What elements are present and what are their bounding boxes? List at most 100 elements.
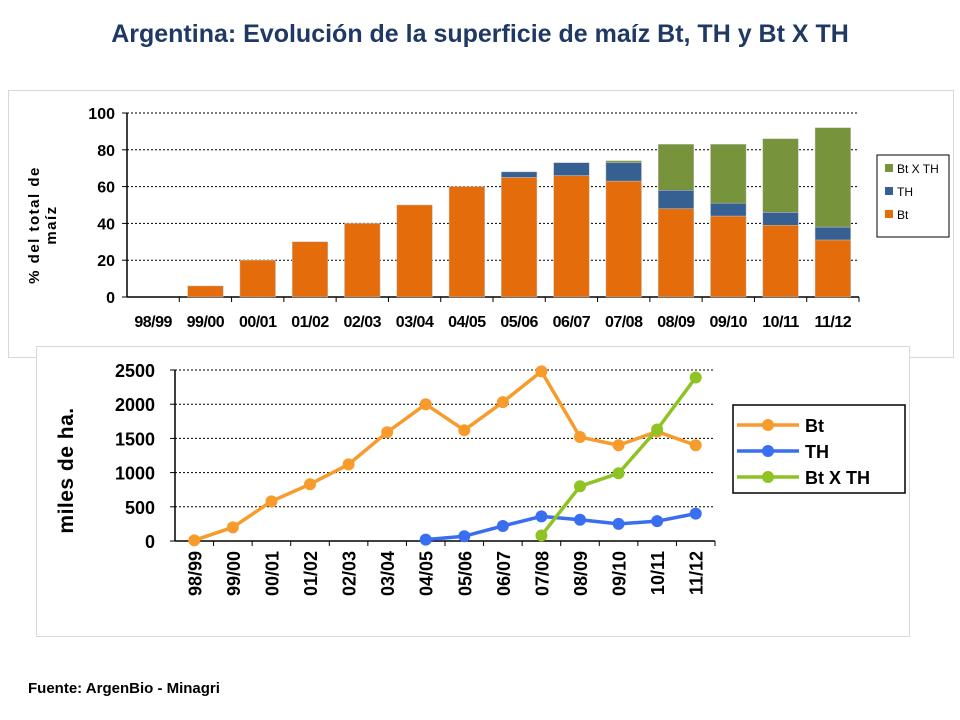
point-bt-x-th-11-12 — [689, 371, 702, 384]
y-tick-label: 0 — [106, 290, 115, 307]
series-line-bt-x-th — [540, 376, 698, 537]
x-tick-label: 01/02 — [291, 314, 329, 331]
bar-bt-09-10 — [710, 215, 747, 298]
bar-bt-07-08 — [605, 180, 642, 298]
y-axis-title: % del total demaíz — [26, 166, 60, 284]
bar-bt-04-05 — [448, 186, 485, 298]
y-tick-label: 80 — [97, 143, 115, 160]
point-bt-98-99 — [188, 534, 201, 547]
x-tick-label: 98/99 — [185, 551, 205, 596]
x-tick-label: 09/10 — [710, 314, 748, 331]
x-tick-label: 05/06 — [500, 314, 538, 331]
legend-label-bt-x-th: Bt X TH — [805, 468, 870, 488]
x-tick-label: 01/02 — [301, 551, 321, 596]
bar-th-07-08 — [605, 162, 642, 182]
bar-bt-x-th-07-08 — [605, 160, 642, 163]
point-th-04-05 — [419, 533, 432, 546]
bar-bt-03-04 — [396, 204, 433, 298]
x-tick-label: 07/08 — [532, 551, 552, 596]
bar-th-10-11 — [762, 212, 799, 226]
y-tick-label: 0 — [145, 532, 155, 552]
bar-bt-05-06 — [501, 177, 538, 298]
point-th-08-09 — [574, 513, 586, 526]
point-bt-05-06 — [458, 424, 471, 437]
y-tick-label: 500 — [125, 498, 155, 518]
x-tick-label: 08/09 — [657, 314, 695, 331]
point-bt-00-01 — [265, 495, 278, 508]
point-th-06-07 — [496, 519, 509, 532]
bar-bt-01-02 — [291, 241, 329, 298]
y-tick-label: 1500 — [115, 429, 155, 449]
legend-label-th: TH — [897, 185, 913, 199]
x-tick-label: 03/04 — [378, 551, 398, 596]
point-bt-x-th-09-10 — [612, 467, 625, 480]
point-th-09-10 — [612, 517, 625, 530]
x-tick-label: 03/04 — [396, 314, 434, 331]
x-tick-label: 11/12 — [687, 551, 707, 595]
legend-swatch-bt — [885, 210, 893, 218]
legend-label-bt-x-th: Bt X TH — [897, 162, 939, 176]
x-tick-label: 00/01 — [262, 551, 282, 596]
x-tick-label: 10/11 — [648, 551, 668, 595]
x-tick-label: 10/11 — [762, 314, 799, 331]
point-bt-11-12 — [689, 439, 702, 452]
bar-bt-x-th-08-09 — [657, 144, 695, 191]
y-tick-label: 100 — [88, 106, 115, 123]
y-tick-label: 20 — [97, 253, 115, 270]
legend-label-bt: Bt — [805, 416, 824, 436]
y-tick-label: 60 — [97, 180, 115, 197]
legend-marker-th — [762, 445, 774, 457]
point-th-07-08 — [535, 510, 548, 523]
bar-bt-06-07 — [553, 175, 590, 298]
x-tick-label: 98/99 — [134, 314, 172, 331]
point-bt-x-th-10-11 — [651, 423, 664, 436]
bar-bt-x-th-11-12 — [814, 127, 851, 228]
x-tick-label: 06/07 — [494, 551, 514, 596]
bar-th-05-06 — [501, 171, 538, 178]
point-th-11-12 — [689, 507, 702, 520]
point-th-10-11 — [651, 515, 664, 528]
point-bt-09-10 — [612, 439, 625, 452]
x-tick-label: 09/10 — [610, 551, 630, 596]
point-th-05-06 — [458, 530, 471, 543]
bar-th-08-09 — [657, 190, 695, 209]
x-tick-label: 04/05 — [448, 314, 486, 331]
x-tick-label: 02/03 — [340, 551, 360, 596]
x-tick-label: 02/03 — [344, 314, 382, 331]
y-axis-title: miles de ha. — [55, 407, 78, 533]
legend-marker-bt-x-th — [762, 471, 774, 483]
x-tick-label: 00/01 — [239, 314, 277, 331]
legend-swatch-bt-x-th — [885, 164, 893, 172]
y-tick-label: 1000 — [115, 464, 155, 484]
point-bt-x-th-07-08 — [535, 529, 548, 542]
series-line-th — [425, 511, 697, 542]
bar-th-11-12 — [814, 226, 851, 241]
bar-bt-08-09 — [657, 208, 695, 298]
legend-label-th: TH — [805, 442, 829, 462]
y-tick-label: 40 — [97, 216, 115, 233]
stacked-bar-chart: 0 20 40 60 80 100 98/99 99/00 00/01 01/02 02/03 03/… — [26, 106, 950, 331]
point-bt-06-07 — [496, 396, 509, 409]
point-bt-x-th-08-09 — [574, 480, 586, 493]
bar-th-09-10 — [710, 202, 747, 217]
x-tick-label: 08/09 — [571, 551, 591, 596]
legend: Bt TH Bt X TH — [732, 404, 906, 494]
point-bt-03-04 — [381, 426, 394, 439]
point-bt-08-09 — [574, 431, 586, 444]
bar-chart-panel: 0 20 40 60 80 100 98/99 99/00 00/01 01/02 02/03 03/… — [8, 90, 954, 358]
bar-bt-10-11 — [762, 224, 799, 298]
point-bt-02-03 — [342, 458, 355, 471]
bar-bt-99-00 — [187, 285, 224, 298]
y-tick-label: 2000 — [115, 395, 155, 415]
bar-bt-11-12 — [814, 239, 851, 298]
point-bt-07-08 — [535, 365, 548, 378]
line-chart-panel: 0 500 1000 1500 2000 2500 98/99 99/00 00/01 01/02… — [36, 346, 910, 637]
y-tick-label: 2500 — [115, 361, 155, 381]
point-bt-01-02 — [304, 478, 316, 491]
legend: Bt X TH TH Bt — [876, 154, 950, 238]
legend-label-bt: Bt — [897, 208, 909, 222]
legend-marker-bt — [762, 419, 774, 431]
bar-th-06-07 — [553, 162, 590, 176]
x-tick-label: 05/06 — [455, 551, 475, 596]
bar-bt-02-03 — [344, 223, 381, 298]
